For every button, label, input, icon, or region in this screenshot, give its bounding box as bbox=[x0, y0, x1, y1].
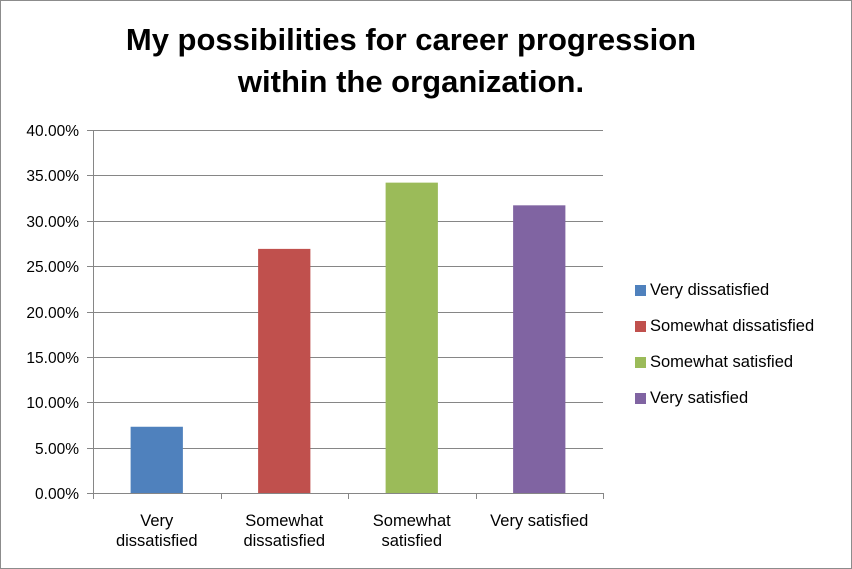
y-tick-label: 25.00% bbox=[26, 259, 79, 276]
y-tick-label: 15.00% bbox=[26, 350, 79, 367]
bar-3 bbox=[513, 205, 566, 493]
chart-title-line-2: within the organization. bbox=[237, 64, 585, 99]
legend-swatch bbox=[635, 356, 646, 368]
legend-item-very-dissatisfied: Very dissatisfied bbox=[635, 272, 814, 308]
y-tick-label: 40.00% bbox=[26, 123, 79, 140]
y-tick-label: 30.00% bbox=[26, 214, 79, 231]
legend-label: Very dissatisfied bbox=[650, 280, 770, 299]
y-tick-label: 10.00% bbox=[26, 395, 79, 412]
legend-item-somewhat-satisfied: Somewhat satisfied bbox=[635, 344, 814, 380]
x-category-label: Very dissatisfied bbox=[116, 512, 198, 550]
x-category-label: Somewhat satisfied bbox=[373, 512, 451, 550]
legend-label: Very satisfied bbox=[650, 388, 749, 407]
bar-2 bbox=[385, 182, 438, 493]
chart-title: My possibilities for career progression … bbox=[61, 19, 761, 103]
legend-item-very-satisfied: Very satisfied bbox=[635, 380, 814, 416]
bar-1 bbox=[258, 248, 311, 493]
legend-item-somewhat-dissatisfied: Somewhat dissatisfied bbox=[635, 308, 814, 344]
bars bbox=[130, 182, 566, 493]
y-tick-label: 0.00% bbox=[35, 486, 79, 503]
bar-0 bbox=[130, 426, 183, 493]
y-tick-label: 20.00% bbox=[26, 305, 79, 322]
y-tick-label: 5.00% bbox=[35, 441, 79, 458]
legend-label: Somewhat dissatisfied bbox=[650, 316, 815, 335]
legend-swatch bbox=[635, 320, 646, 332]
legend-swatch bbox=[635, 392, 646, 404]
axes bbox=[93, 130, 604, 499]
legend-swatch bbox=[635, 284, 646, 296]
legend-label: Somewhat satisfied bbox=[650, 352, 794, 371]
x-category-label: Very satisfied bbox=[490, 512, 588, 530]
x-axis-category-labels: Very dissatisfied Somewhat dissatisfied Some… bbox=[116, 512, 588, 550]
chart-title-line-1: My possibilities for career progression bbox=[125, 22, 697, 57]
x-category-label: Somewhat dissatisfied bbox=[243, 512, 325, 550]
y-axis-tick-labels: 0.00% 5.00% 10.00% 15.00% 20.00% 25.00% 30.00%… bbox=[26, 123, 79, 503]
legend: Very dissatisfied Somewhat dissatisfied … bbox=[635, 272, 814, 416]
y-tick-label: 35.00% bbox=[26, 168, 79, 185]
